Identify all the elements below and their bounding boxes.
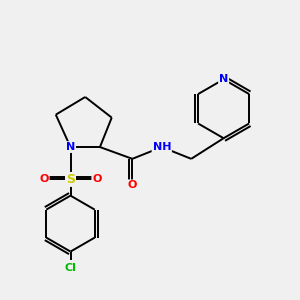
Text: O: O [92,174,102,184]
Text: NH: NH [152,142,171,152]
Text: O: O [39,174,49,184]
Text: Cl: Cl [64,263,76,273]
Text: O: O [128,180,137,190]
Text: N: N [66,142,75,152]
Text: N: N [219,74,228,84]
Text: S: S [66,173,75,186]
